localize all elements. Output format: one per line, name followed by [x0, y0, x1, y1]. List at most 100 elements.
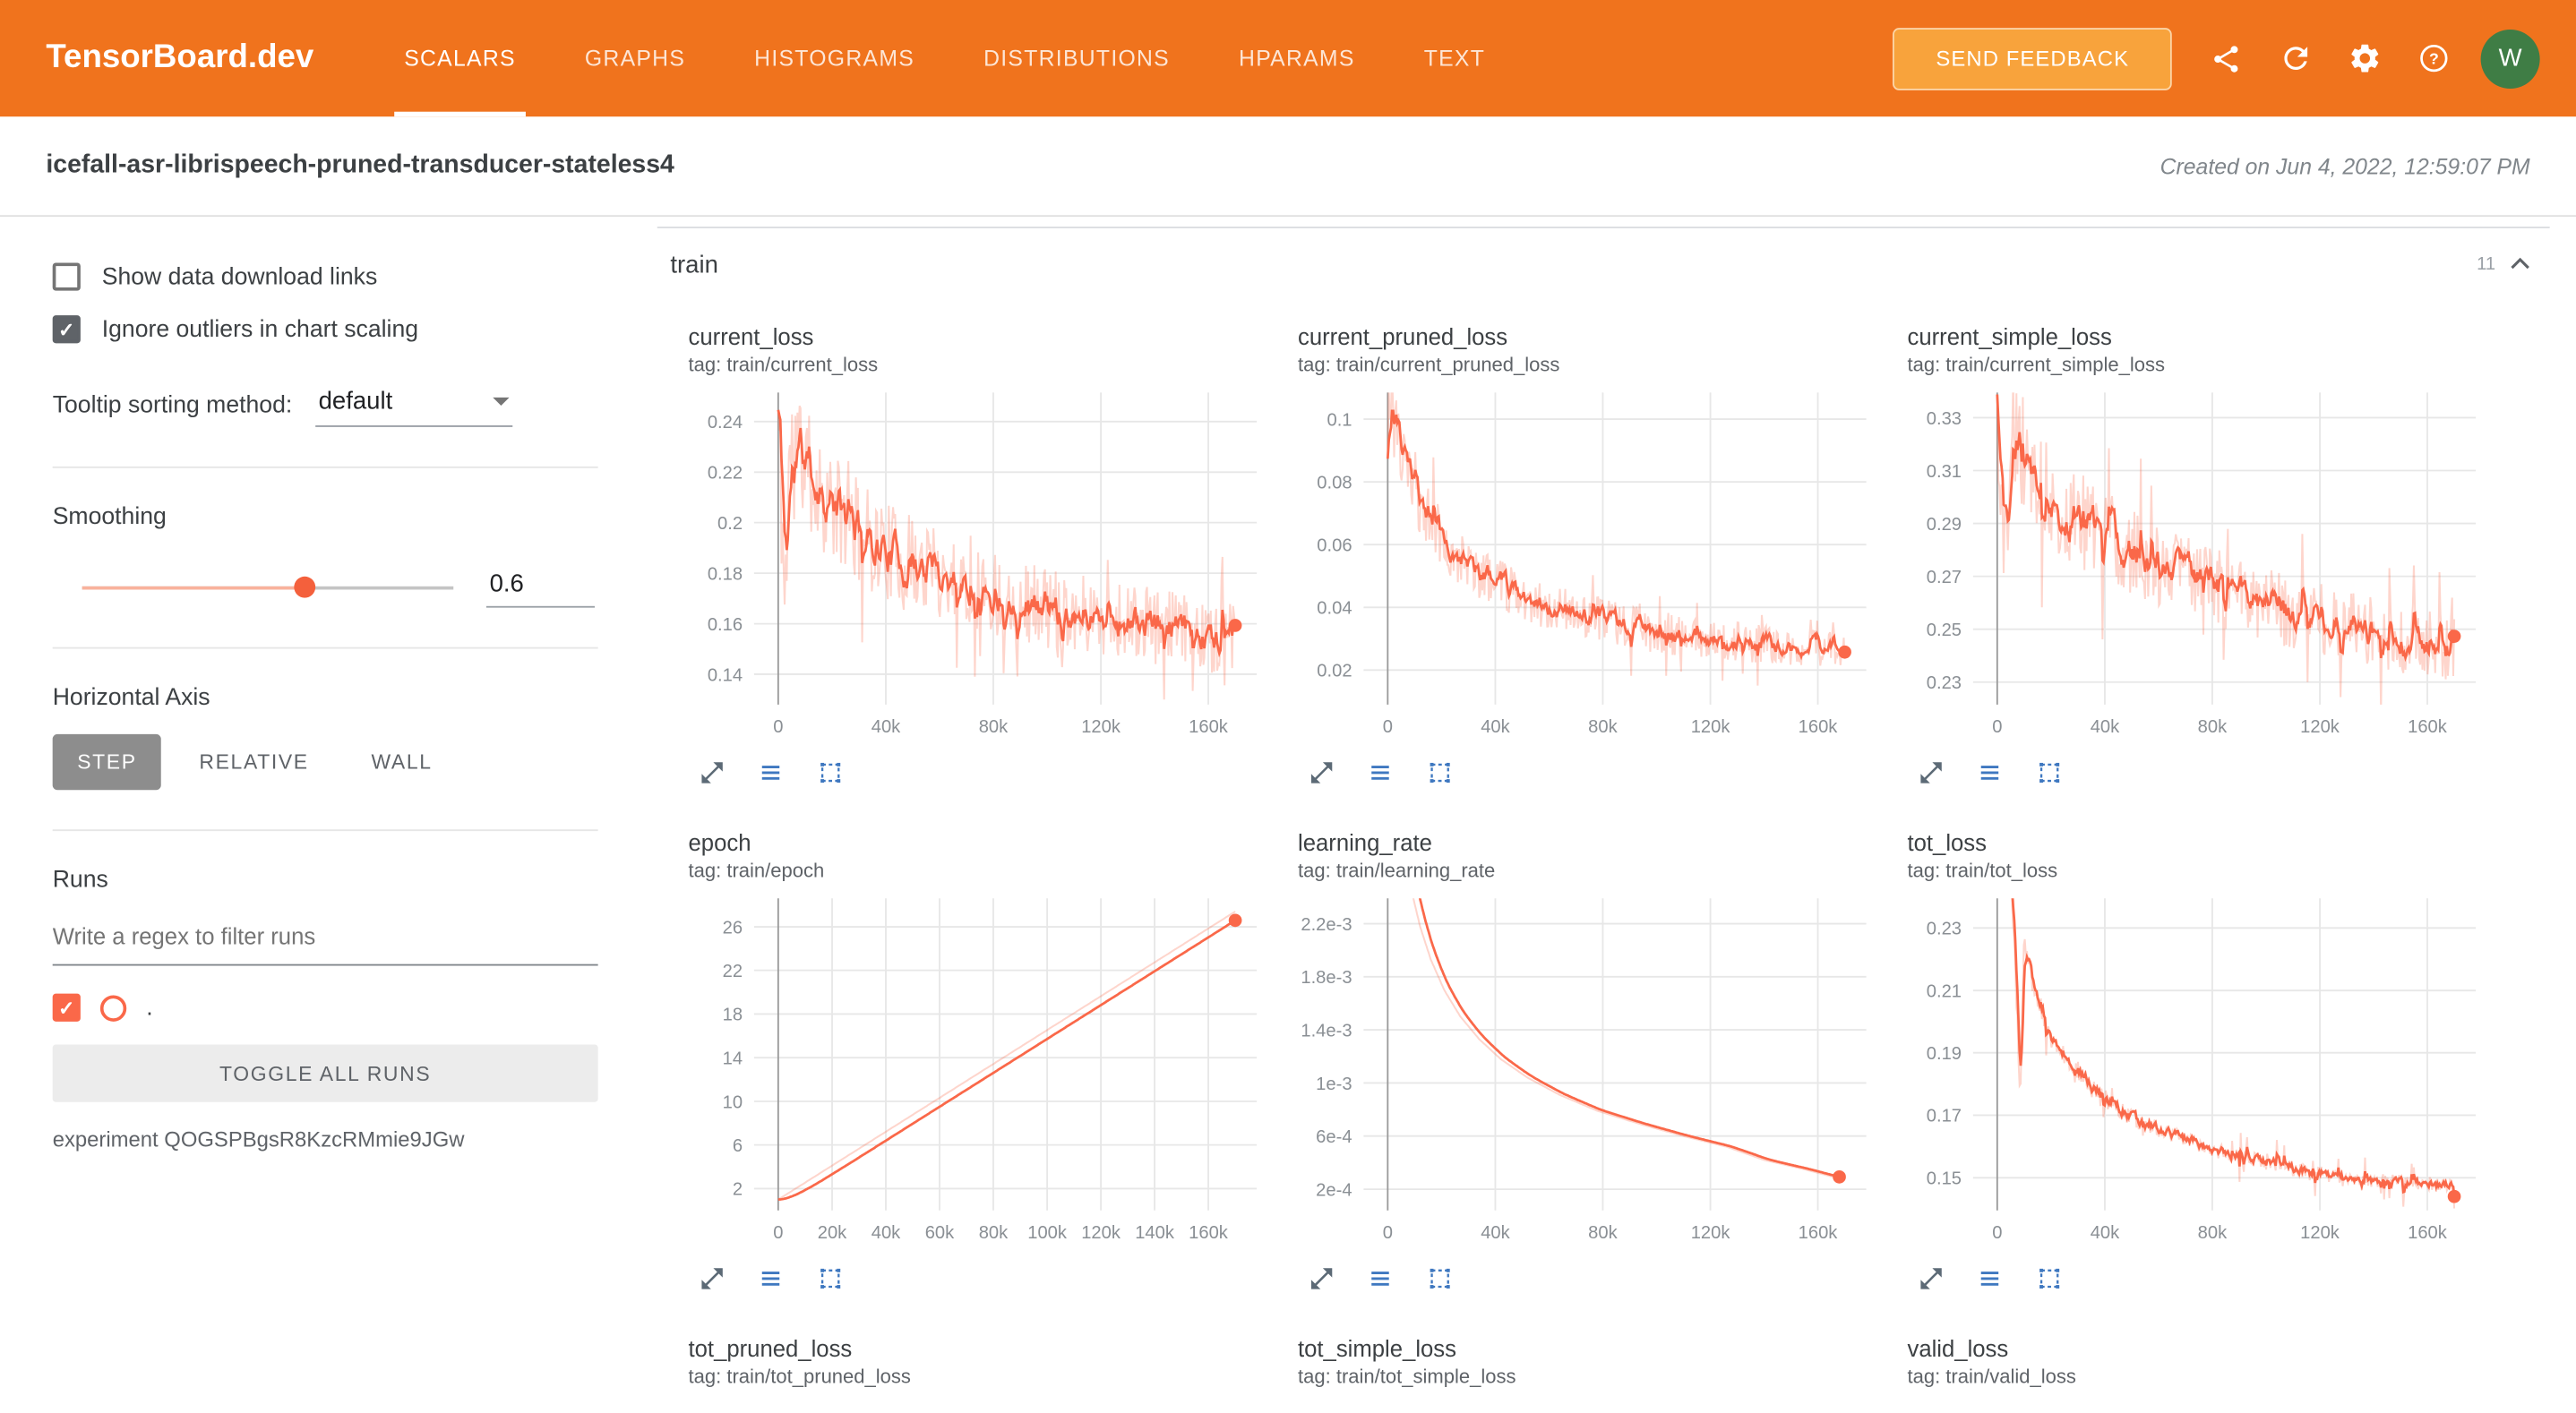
chart-tag: tag: train/epoch [688, 859, 825, 882]
help-icon[interactable]: ? [2399, 24, 2468, 93]
chart-title: tot_pruned_loss [688, 1335, 853, 1362]
chart-plot[interactable]: 0.33 0.31 0.29 0.27 0.25 0.23 0 40k 80k 120k 160k [1897, 382, 2506, 755]
data-table-icon[interactable] [1363, 756, 1398, 791]
chart-tag: tag: train/tot_pruned_loss [688, 1365, 911, 1388]
tab-distributions[interactable]: DISTRIBUTIONS [983, 46, 1170, 71]
chart-plot[interactable]: 2.2e-3 1.8e-3 1.4e-3 1e-3 6e-4 2e-4 0 40k 80k 120… [1288, 888, 1897, 1261]
chart-title: tot_loss [1907, 829, 1987, 856]
data-table-icon[interactable] [1973, 1262, 2008, 1297]
expand-chart-icon[interactable] [695, 756, 730, 791]
expand-chart-icon[interactable] [1914, 756, 1949, 791]
settings-icon[interactable] [2330, 24, 2399, 93]
data-table-icon[interactable] [754, 756, 789, 791]
tab-scalars[interactable]: SCALARS [370, 0, 551, 117]
section-count: 11 [2477, 254, 2496, 275]
section-header-train[interactable]: train 11 [657, 228, 2550, 301]
svg-text:26: 26 [723, 918, 743, 938]
checkbox-unchecked-icon[interactable] [52, 262, 81, 291]
share-icon[interactable] [2192, 24, 2261, 93]
run-checkbox-icon[interactable] [52, 993, 81, 1022]
settings-sidebar: Show data download links Ignore outliers… [0, 217, 657, 1412]
chart-card-current_pruned_loss: current_pruned_loss tag: train/current_pr… [1288, 323, 1897, 790]
svg-text:0.23: 0.23 [1927, 673, 1962, 693]
svg-text:0.25: 0.25 [1927, 621, 1962, 640]
svg-text:0: 0 [1992, 1223, 2002, 1243]
chart-tag: tag: train/current_pruned_loss [1298, 353, 1560, 377]
tooltip-sorting-label: Tooltip sorting method: [52, 391, 293, 418]
chart-tag: tag: train/current_loss [688, 353, 879, 377]
chart-card-current_simple_loss: current_simple_loss tag: train/current_si… [1897, 323, 2506, 790]
show-download-links-row[interactable]: Show data download links [52, 262, 598, 291]
tab-histograms[interactable]: HISTOGRAMS [754, 46, 915, 71]
svg-text:40k: 40k [872, 717, 901, 737]
ignore-outliers-row[interactable]: Ignore outliers in chart scaling [52, 315, 598, 344]
expand-chart-icon[interactable] [1304, 756, 1339, 791]
refresh-icon[interactable] [2261, 24, 2330, 93]
svg-text:0: 0 [1383, 717, 1393, 737]
smoothing-row: 0.6 [82, 567, 598, 608]
section-title: train [670, 250, 718, 278]
created-timestamp: Created on Jun 4, 2022, 12:59:07 PM [2160, 153, 2530, 179]
smoothing-slider[interactable] [82, 575, 454, 597]
svg-text:120k: 120k [1081, 717, 1121, 737]
svg-text:0.21: 0.21 [1927, 982, 1962, 1002]
fit-domain-icon[interactable] [1422, 756, 1457, 791]
experiment-title: icefall-asr-librispeech-pruned-transduce… [46, 150, 674, 179]
tooltip-sorting-value: default [318, 387, 393, 416]
send-feedback-button[interactable]: SEND FEEDBACK [1893, 27, 2172, 90]
chart-tag: tag: train/current_simple_loss [1907, 353, 2165, 377]
svg-text:120k: 120k [1691, 1223, 1731, 1243]
fit-domain-icon[interactable] [813, 756, 848, 791]
fit-domain-icon[interactable] [813, 1262, 848, 1297]
chart-card-tot_pruned_loss: tot_pruned_loss tag: train/tot_pruned_los… [679, 1335, 1288, 1388]
chart-plot[interactable]: 0.24 0.22 0.2 0.18 0.16 0.14 0 40k 80k 120k 160k [679, 382, 1288, 755]
svg-text:0.19: 0.19 [1927, 1044, 1962, 1064]
app-logo[interactable]: TensorBoard.dev [46, 39, 314, 76]
chart-toolbar [1288, 1262, 1897, 1297]
svg-text:0.24: 0.24 [708, 413, 743, 432]
tab-graphs[interactable]: GRAPHS [584, 46, 686, 71]
svg-text:120k: 120k [1691, 717, 1731, 737]
axis-button-wall[interactable]: WALL [347, 734, 457, 790]
expand-chart-icon[interactable] [695, 1262, 730, 1297]
fit-domain-icon[interactable] [1422, 1262, 1457, 1297]
chart-plot[interactable]: 0.1 0.08 0.06 0.04 0.02 0 40k 80k 120k 160k [1288, 382, 1897, 755]
runs-filter-input[interactable] [52, 912, 598, 966]
smoothing-label: Smoothing [52, 504, 167, 531]
fit-domain-icon[interactable] [2032, 1262, 2067, 1297]
slider-fill [82, 585, 305, 589]
data-table-icon[interactable] [1363, 1262, 1398, 1297]
expand-chart-icon[interactable] [1914, 1262, 1949, 1297]
svg-text:0.22: 0.22 [708, 464, 743, 484]
tab-text[interactable]: TEXT [1423, 46, 1486, 71]
show-download-links-label: Show data download links [101, 263, 378, 290]
run-list-item[interactable]: . [52, 993, 598, 1022]
chart-plot[interactable]: 0.23 0.21 0.19 0.17 0.15 0 40k 80k 120k 160k [1897, 888, 2506, 1261]
expand-chart-icon[interactable] [1304, 1262, 1339, 1297]
data-table-icon[interactable] [1973, 756, 2008, 791]
tab-hparams[interactable]: HPARAMS [1239, 46, 1355, 71]
dashboard-tabs: SCALARS GRAPHS HISTOGRAMS DISTRIBUTIONS HPAR… [370, 0, 1520, 117]
checkbox-checked-icon[interactable] [52, 315, 81, 344]
chart-plot[interactable]: 26 22 18 14 10 6 2 0 20k 40k 60k 80k 100k 120k 140k 160… [679, 888, 1288, 1261]
svg-text:0: 0 [1992, 717, 2002, 737]
tooltip-sorting-select[interactable]: default [314, 382, 513, 427]
toggle-all-runs-button[interactable]: TOGGLE ALL RUNS [52, 1044, 598, 1102]
svg-text:18: 18 [723, 1006, 743, 1025]
chart-tag: tag: train/tot_simple_loss [1298, 1365, 1516, 1388]
avatar[interactable]: W [2480, 29, 2540, 89]
smoothing-value[interactable]: 0.6 [485, 567, 595, 608]
topbar-actions: SEND FEEDBACK ? W [1893, 24, 2554, 93]
axis-button-relative[interactable]: RELATIVE [175, 734, 333, 790]
chart-toolbar [679, 1262, 1288, 1297]
collapse-chevron-icon[interactable] [2503, 248, 2537, 281]
svg-text:0: 0 [773, 1223, 783, 1243]
slider-thumb[interactable] [293, 575, 315, 597]
svg-text:80k: 80k [979, 1223, 1009, 1243]
chart-title: current_pruned_loss [1298, 323, 1508, 350]
fit-domain-icon[interactable] [2032, 756, 2067, 791]
data-table-icon[interactable] [754, 1262, 789, 1297]
chart-title: current_simple_loss [1907, 323, 2112, 350]
chart-toolbar [679, 756, 1288, 791]
axis-button-step[interactable]: STEP [52, 733, 162, 791]
